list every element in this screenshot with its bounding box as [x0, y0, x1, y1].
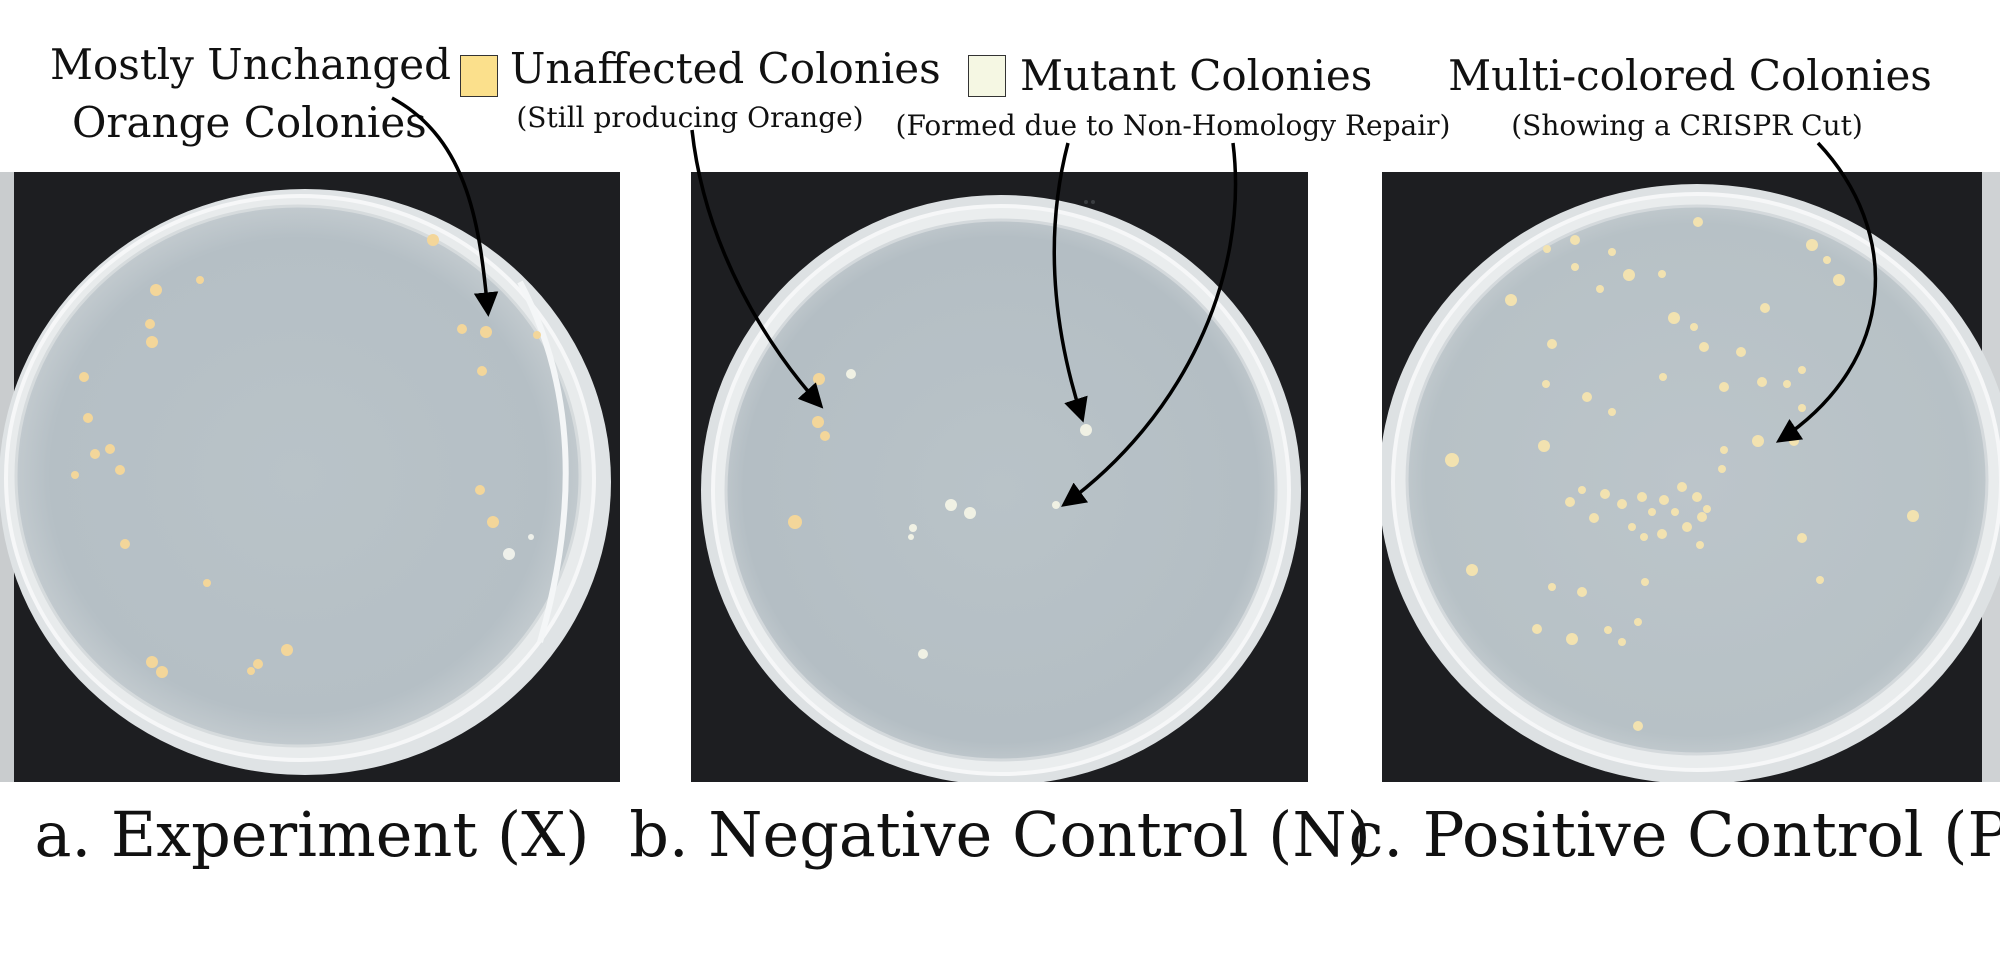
annotation-mostly-unchanged-line1: Mostly Unchanged: [50, 40, 451, 89]
petri-dish-photo-experiment: [0, 172, 620, 782]
annotation-mostly-unchanged-line2: Orange Colonies: [72, 98, 427, 147]
caption-experiment: a. Experiment (X): [34, 798, 590, 871]
legend-mutant-subtitle: (Formed due to Non-Homology Repair): [895, 109, 1451, 142]
legend-unaffected-title: Unaffected Colonies: [510, 44, 941, 93]
caption-negative-control: b. Negative Control (N): [629, 798, 1371, 871]
annotation-multi-colored-subtitle: (Showing a CRISPR Cut): [1511, 109, 1863, 142]
petri-dish-photo-negative-control: [691, 172, 1308, 782]
legend-unaffected-subtitle: (Still producing Orange): [516, 101, 864, 134]
annotation-multi-colored-title: Multi-colored Colonies: [1448, 51, 1932, 100]
legend-mutant-title: Mutant Colonies: [1020, 51, 1373, 100]
petri-dish-photo-positive-control: [1382, 172, 2000, 782]
legend-swatch-mutant: [968, 55, 1006, 97]
legend-swatch-unaffected: [460, 55, 498, 97]
caption-positive-control: c. Positive Control (P): [1348, 798, 2000, 871]
